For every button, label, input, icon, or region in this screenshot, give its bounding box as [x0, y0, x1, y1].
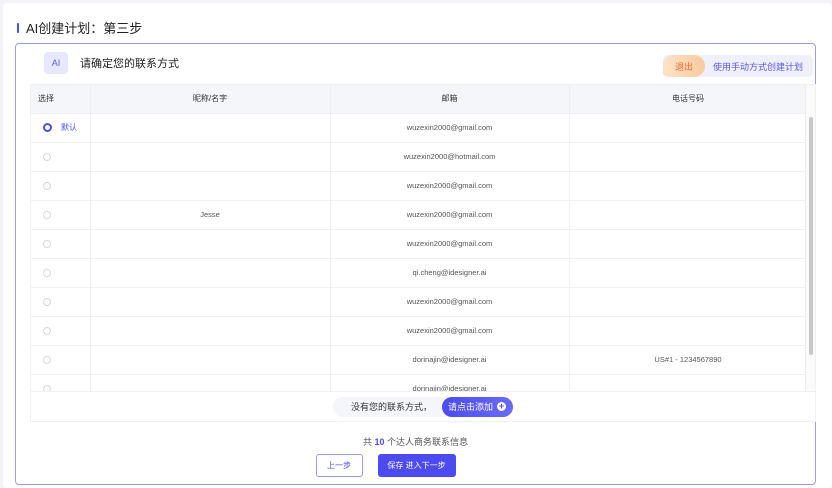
table-row[interactable]: dorinajin@idesigner.ai — [31, 373, 808, 391]
email-cell: wuzexin2000@gmail.com — [330, 315, 570, 345]
radio-button[interactable] — [43, 123, 52, 132]
name-cell: Jesse — [90, 199, 331, 229]
radio-button[interactable] — [43, 153, 51, 161]
table-row[interactable]: Jesse wuzexin2000@gmail.com — [31, 199, 808, 229]
name-cell — [90, 228, 331, 258]
select-cell[interactable] — [31, 257, 91, 287]
name-cell — [90, 257, 331, 287]
table-row[interactable]: wuzexin2000@hotmail.com — [31, 141, 808, 171]
name-cell — [90, 315, 331, 345]
previous-step-button[interactable]: 上一步 — [315, 454, 363, 477]
name-cell — [90, 373, 331, 391]
add-contact-prompt: 没有您的联系方式， — [350, 402, 432, 412]
select-cell[interactable] — [31, 199, 91, 229]
phone-cell — [569, 373, 808, 391]
name-cell — [90, 286, 331, 316]
phone-cell — [569, 170, 808, 200]
table-row[interactable]: wuzexin2000@gmail.com — [31, 286, 808, 316]
email-cell: dorinajin@idesigner.ai — [330, 373, 570, 391]
table-row[interactable]: wuzexin2000@gmail.com — [31, 315, 808, 345]
email-cell: wuzexin2000@gmail.com — [330, 286, 570, 316]
column-header-select: 选择 — [31, 85, 91, 113]
select-cell[interactable] — [31, 141, 91, 171]
radio-button[interactable] — [43, 298, 51, 306]
contact-panel: AI 请确定您的联系方式 退出 使用手动方式创建计划 选择 昵称/名字 邮箱 电… — [15, 43, 816, 485]
save-next-button[interactable]: 保存 进入下一步 — [377, 454, 456, 477]
manual-create-button[interactable]: 使用手动方式创建计划 — [712, 61, 803, 72]
name-cell — [90, 112, 331, 142]
footer-buttons: 上一步 保存 进入下一步 — [16, 454, 815, 477]
default-label: 默认 — [61, 123, 77, 132]
radio-button[interactable] — [43, 182, 51, 190]
name-cell — [90, 344, 331, 374]
title-accent-bar — [17, 22, 19, 33]
phone-cell — [569, 228, 808, 258]
column-header-email: 邮箱 — [330, 85, 570, 113]
select-cell[interactable]: 默认 — [31, 112, 91, 142]
scrollbar-thumb[interactable] — [809, 117, 813, 355]
select-cell[interactable] — [31, 344, 91, 374]
email-cell: wuzexin2000@gmail.com — [330, 170, 570, 200]
radio-button[interactable] — [43, 327, 51, 335]
panel-heading: 请确定您的联系方式 — [80, 58, 179, 70]
panel-header: AI 请确定您的联系方式 — [44, 52, 179, 74]
email-cell: qi.cheng@idesigner.ai — [330, 257, 570, 287]
select-cell[interactable] — [31, 228, 91, 258]
add-contact-label: 请点击添加 — [448, 402, 494, 412]
ai-icon: AI — [44, 52, 68, 74]
name-cell — [90, 170, 331, 200]
exit-button[interactable]: 退出 — [662, 55, 705, 77]
phone-cell — [569, 286, 808, 316]
phone-cell — [569, 199, 808, 229]
radio-button[interactable] — [43, 240, 51, 248]
phone-cell — [569, 141, 808, 171]
select-cell[interactable] — [31, 170, 91, 200]
total-prefix: 共 — [362, 437, 372, 447]
email-cell: wuzexin2000@gmail.com — [330, 228, 570, 258]
email-cell: wuzexin2000@gmail.com — [330, 199, 570, 229]
table-row[interactable]: wuzexin2000@gmail.com — [31, 228, 808, 258]
page-title-text: AI创建计划：第三步 — [26, 21, 143, 36]
email-cell: wuzexin2000@hotmail.com — [330, 141, 570, 171]
email-cell: wuzexin2000@gmail.com — [330, 112, 570, 142]
page-title: AI创建计划：第三步 — [17, 18, 142, 37]
select-cell[interactable] — [31, 286, 91, 316]
contacts-table: 选择 昵称/名字 邮箱 电话号码 默认 wuzexin2000@gmail.com… — [30, 84, 816, 392]
total-count-text: 共 10 个达人商务联系信息 — [16, 435, 815, 448]
email-cell: dorinajin@idesigner.ai — [330, 344, 570, 374]
phone-cell: US#1 - 1234567890 — [569, 344, 808, 374]
table-scrollbar[interactable] — [805, 85, 815, 391]
column-header-phone: 电话号码 — [569, 85, 808, 113]
add-contact-pill: 没有您的联系方式， 请点击添加 + — [332, 396, 514, 417]
radio-button[interactable] — [43, 356, 51, 364]
radio-button[interactable] — [43, 385, 51, 391]
name-cell — [90, 141, 331, 171]
phone-cell — [569, 315, 808, 345]
page: AI创建计划：第三步 AI 请确定您的联系方式 退出 使用手动方式创建计划 选择… — [3, 3, 832, 488]
header-actions: 退出 使用手动方式创建计划 — [662, 55, 813, 77]
plus-icon: + — [497, 401, 507, 411]
add-contact-button[interactable]: 请点击添加 + — [442, 396, 514, 417]
select-cell[interactable] — [31, 373, 91, 391]
total-suffix: 个达人商务联系信息 — [387, 437, 469, 447]
table-row[interactable]: dorinajin@idesigner.ai US#1 - 1234567890 — [31, 344, 808, 374]
phone-cell — [569, 257, 808, 287]
radio-button[interactable] — [43, 269, 51, 277]
table-row[interactable]: qi.cheng@idesigner.ai — [31, 257, 808, 287]
add-contact-bar: 没有您的联系方式， 请点击添加 + — [30, 392, 816, 422]
column-header-name: 昵称/名字 — [90, 85, 331, 113]
radio-button[interactable] — [43, 211, 51, 219]
total-count: 10 — [374, 437, 385, 447]
phone-cell — [569, 112, 808, 142]
table-row[interactable]: wuzexin2000@gmail.com — [31, 170, 808, 200]
select-cell[interactable] — [31, 315, 91, 345]
table-row[interactable]: 默认 wuzexin2000@gmail.com — [31, 112, 808, 142]
